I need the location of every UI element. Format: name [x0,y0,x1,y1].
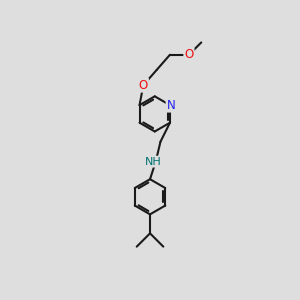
Text: N: N [167,99,175,112]
Text: O: O [139,79,148,92]
Text: O: O [184,48,194,61]
Text: NH: NH [145,157,161,166]
